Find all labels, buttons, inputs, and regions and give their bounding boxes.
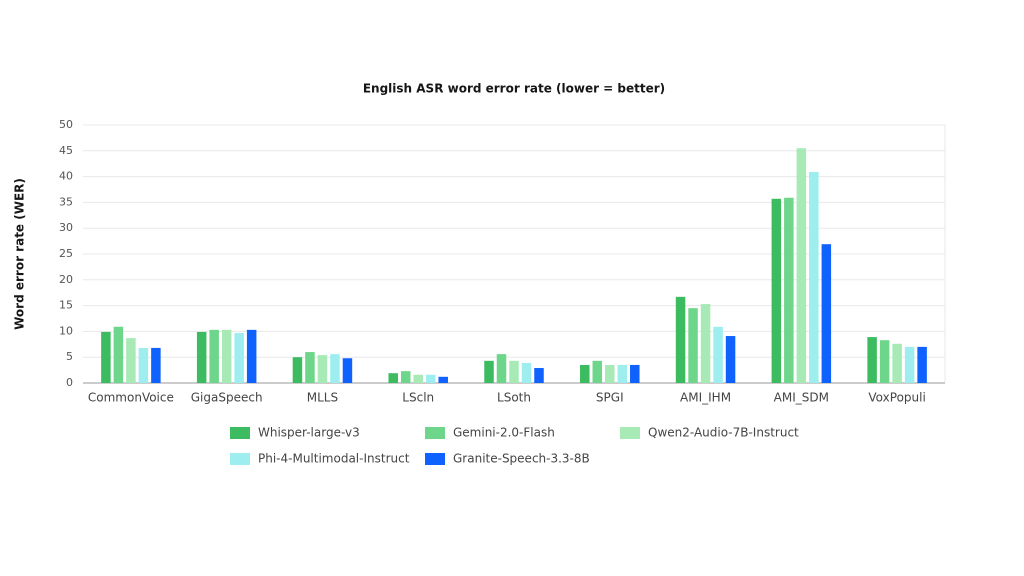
x-tick-label: AMI_SDM	[774, 391, 829, 405]
bar	[342, 358, 353, 383]
bar	[784, 197, 794, 383]
bar	[713, 326, 723, 383]
chart-title: English ASR word error rate (lower = bet…	[363, 82, 665, 96]
x-tick-label: CommonVoice	[88, 391, 174, 405]
bar	[605, 364, 615, 383]
bar	[521, 362, 532, 383]
bar	[221, 329, 232, 383]
bar	[534, 368, 544, 383]
bar	[809, 171, 819, 383]
bar	[330, 354, 340, 383]
legend-label: Phi-4-Multimodal-Instruct	[258, 452, 410, 466]
bar	[892, 343, 902, 383]
y-tick-label: 50	[59, 118, 73, 131]
y-tick-label: 10	[59, 324, 73, 337]
x-tick-label: MLLS	[307, 391, 338, 405]
bar	[700, 304, 711, 383]
y-axis-label: Word error rate (WER)	[13, 178, 27, 330]
bar	[413, 374, 423, 383]
bar	[209, 329, 219, 383]
y-tick-label: 20	[59, 273, 73, 286]
bar	[796, 148, 807, 383]
y-tick-label: 0	[66, 376, 73, 389]
bar	[484, 360, 494, 383]
bar	[138, 347, 149, 383]
bar	[725, 336, 736, 383]
bar	[821, 244, 832, 383]
y-tick-label: 45	[59, 144, 73, 157]
bar	[151, 347, 161, 383]
y-tick-label: 30	[59, 221, 73, 234]
legend-swatch	[230, 427, 250, 439]
y-tick-label: 15	[59, 299, 73, 312]
x-tick-label: LScln	[402, 391, 434, 405]
bar	[196, 331, 207, 383]
bar	[580, 364, 590, 383]
legend-label: Qwen2-Audio-7B-Instruct	[648, 426, 799, 440]
bar	[688, 308, 698, 383]
bar	[113, 326, 124, 383]
x-tick-label: SPGI	[596, 391, 624, 405]
bar	[292, 357, 303, 383]
bar	[305, 352, 315, 383]
bar	[317, 355, 328, 383]
bar	[904, 346, 915, 383]
bar	[101, 331, 111, 383]
y-tick-label: 25	[59, 247, 73, 260]
bar	[425, 374, 436, 383]
legend-swatch	[425, 453, 445, 465]
legend-label: Whisper-large-v3	[258, 426, 360, 440]
bar	[917, 346, 927, 383]
x-tick-label: AMI_IHM	[680, 391, 731, 405]
y-tick-label: 5	[66, 350, 73, 363]
bar	[246, 329, 257, 383]
y-tick-label: 40	[59, 170, 73, 183]
bar	[617, 364, 628, 383]
legend-swatch	[425, 427, 445, 439]
bar	[438, 376, 448, 383]
bar	[400, 371, 411, 383]
bar	[592, 360, 603, 383]
bar	[388, 373, 398, 383]
bar	[509, 360, 519, 383]
legend-swatch	[230, 453, 250, 465]
x-tick-label: LSoth	[497, 391, 531, 405]
bar	[675, 296, 686, 383]
x-tick-label: GigaSpeech	[191, 391, 263, 405]
bar	[867, 337, 877, 383]
bar	[879, 340, 890, 383]
x-tick-label: VoxPopuli	[868, 391, 925, 405]
legend-label: Granite-Speech-3.3-8B	[453, 452, 590, 466]
bar	[496, 354, 507, 383]
bar	[771, 198, 782, 383]
legend-label: Gemini-2.0-Flash	[453, 426, 555, 440]
bar	[234, 332, 244, 383]
legend-swatch	[620, 427, 640, 439]
bar	[630, 364, 640, 383]
bar	[126, 338, 136, 383]
y-tick-label: 35	[59, 195, 73, 208]
